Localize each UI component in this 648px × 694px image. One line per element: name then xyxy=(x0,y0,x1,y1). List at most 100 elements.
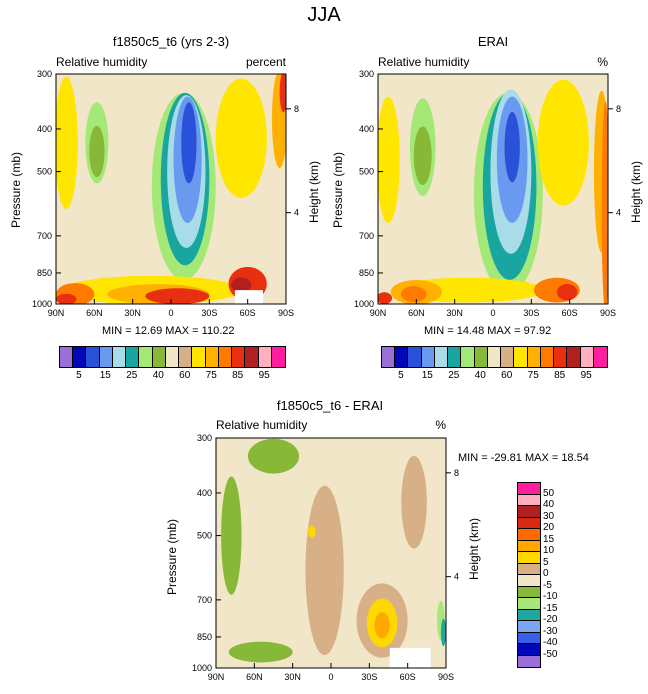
contour-plot: 90N 60N 30N 0 30S 60S 90S 300 400 500 700 850 1000 8 4 xyxy=(354,69,621,318)
colorbar-swatch xyxy=(112,347,127,367)
contour-region-10 xyxy=(279,74,286,113)
colorbar-swatch xyxy=(218,347,233,367)
colorbar-label: -5 xyxy=(543,579,552,591)
colorbar-swatch xyxy=(518,494,540,506)
missing-data-box xyxy=(234,290,263,304)
colorbar-swatch xyxy=(540,347,555,367)
x-tick-label: 30S xyxy=(361,672,377,682)
y-tick-label: 700 xyxy=(359,231,374,241)
colorbar-label: 25 xyxy=(448,370,460,381)
contour-region-8 xyxy=(537,79,589,206)
x-tick-label: 90S xyxy=(278,308,294,318)
y-tick-label: 850 xyxy=(359,268,374,278)
contour-region-2 xyxy=(413,126,432,185)
variable-title: Relative humidity xyxy=(216,418,308,432)
colorbar-swatch xyxy=(271,347,285,367)
y-tick-label: 400 xyxy=(37,124,52,134)
x-tick-label: 90N xyxy=(208,672,225,682)
y-right-tick-label: 4 xyxy=(294,208,299,218)
colorbar-swatch xyxy=(518,598,540,610)
y-right-tick-label: 8 xyxy=(454,468,459,478)
colorbar-swatch xyxy=(395,347,409,367)
colorbar-swatch xyxy=(139,347,153,367)
colorbar-swatch xyxy=(518,483,540,495)
y-tick-label: 700 xyxy=(197,595,212,605)
contour-region-14 xyxy=(378,292,393,304)
colorbar-label: -30 xyxy=(543,625,558,637)
contour-region-16 xyxy=(231,277,252,293)
panel-title: ERAI xyxy=(477,34,509,49)
unit-title: percent xyxy=(245,55,286,69)
colorbar-label: 5 xyxy=(398,370,404,381)
x-tick-label: 30N xyxy=(446,308,463,318)
contour-region-2 xyxy=(228,641,293,663)
colorbar-swatch xyxy=(518,575,540,587)
contour-region-9 xyxy=(440,618,446,647)
x-tick-label: 60N xyxy=(86,308,103,318)
contour-region-16 xyxy=(556,284,578,301)
x-tick-label: 30S xyxy=(523,308,539,318)
colorbar-swatch xyxy=(518,506,540,518)
unit-title: % xyxy=(435,418,446,432)
colorbar-label: -40 xyxy=(543,637,558,648)
x-tick-label: 0 xyxy=(328,672,333,682)
colorbar-label: 85 xyxy=(232,370,244,381)
contour-plot: 90N 60N 30N 0 30S 60S 90S 300 400 500 700 850 1000 8 4 xyxy=(192,433,459,682)
colorbar-swatch xyxy=(152,347,166,367)
colorbar xyxy=(381,346,608,368)
colorbar-swatch xyxy=(518,655,540,667)
contour-region-7 xyxy=(504,112,520,183)
colorbar-swatch xyxy=(518,621,540,633)
colorbar-label: 5 xyxy=(76,370,82,381)
chart-panel-model: f1850c5_t6 (yrs 2-3) Relative humidity p… xyxy=(0,0,330,390)
panel-title: f1850c5_t6 (yrs 2-3) xyxy=(112,34,230,49)
x-tick-label: 0 xyxy=(490,308,495,318)
y-tick-label: 400 xyxy=(197,488,212,498)
contour-region-10 xyxy=(401,455,427,549)
colorbar-swatch xyxy=(179,347,193,367)
panel-title: f1850c5_t6 - ERAI xyxy=(276,398,384,413)
y-tick-label: 850 xyxy=(37,268,52,278)
y-right-tick-label: 8 xyxy=(294,104,299,114)
contour-region-0 xyxy=(305,485,344,656)
colorbar-swatch xyxy=(518,586,540,598)
colorbar-swatch xyxy=(580,347,594,367)
contour-region-3 xyxy=(247,438,300,474)
y-tick-label: 850 xyxy=(197,632,212,642)
contour-region-6 xyxy=(374,612,390,639)
colorbar-swatch xyxy=(258,347,272,367)
colorbar-swatch xyxy=(205,347,219,367)
contour-region-0 xyxy=(378,96,400,223)
x-tick-label: 90N xyxy=(48,308,65,318)
contour-region-2 xyxy=(89,125,105,178)
contour-region-17 xyxy=(145,288,210,304)
variable-title: Relative humidity xyxy=(378,55,470,69)
x-tick-label: 60S xyxy=(400,672,416,682)
contour-region-14 xyxy=(56,293,77,304)
colorbar-swatch xyxy=(448,347,462,367)
contour-region-0 xyxy=(56,76,78,209)
y-right-tick-label: 4 xyxy=(454,572,459,582)
y-tick-label: 300 xyxy=(197,433,212,443)
colorbar-label: 60 xyxy=(501,370,513,381)
x-tick-label: 30S xyxy=(201,308,217,318)
colorbar-label: -20 xyxy=(543,614,558,625)
y-tick-label: 300 xyxy=(37,69,52,79)
contour-region-7 xyxy=(181,102,197,184)
colorbar-label: 15 xyxy=(99,370,111,381)
colorbar-swatch xyxy=(434,347,449,367)
contour-region-1 xyxy=(221,476,242,595)
x-tick-label: 60S xyxy=(562,308,578,318)
y-tick-label: 1000 xyxy=(32,299,52,309)
colorbar-label: 40 xyxy=(474,370,486,381)
y-tick-label: 500 xyxy=(197,531,212,541)
y-tick-label: 400 xyxy=(359,124,374,134)
min-max-label: MIN = 12.69 MAX = 110.22 xyxy=(102,325,235,337)
y-tick-label: 500 xyxy=(359,167,374,177)
contour-region-13 xyxy=(401,286,427,303)
y-right-tick-label: 4 xyxy=(616,208,621,218)
colorbar-swatch xyxy=(518,563,540,575)
colorbar-swatch xyxy=(474,347,488,367)
x-tick-label: 0 xyxy=(168,308,173,318)
colorbar-swatch xyxy=(126,347,140,367)
